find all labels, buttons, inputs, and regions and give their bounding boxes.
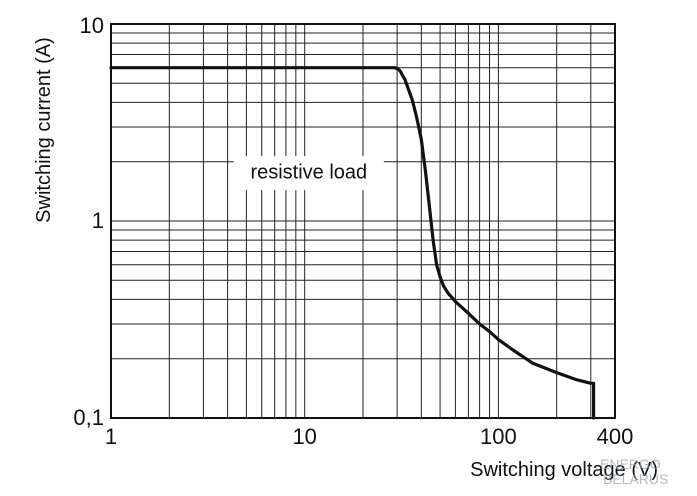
y-tick-label: 0,1	[73, 405, 104, 430]
x-tick-label: 400	[597, 424, 634, 449]
annotation-group: resistive load	[233, 156, 384, 191]
x-axis-label: Switching voltage (V)	[470, 459, 658, 481]
watermark-line1: ENERGO	[600, 456, 661, 472]
grid	[111, 24, 615, 418]
x-tick-label: 1	[105, 424, 117, 449]
series-group	[109, 66, 596, 420]
series-line-0	[109, 66, 596, 420]
y-tick-label: 10	[80, 13, 104, 38]
x-tick-label: 10	[292, 424, 316, 449]
watermark-line2: BELARUS	[603, 471, 668, 487]
y-tick-label: 1	[92, 208, 104, 233]
x-tick-label: 100	[480, 424, 517, 449]
plot-frame	[110, 23, 616, 419]
watermark: ENERGO BELARUS	[600, 456, 668, 487]
annotation-resistive-load: resistive load	[250, 161, 367, 183]
annotation-background	[233, 156, 384, 191]
y-axis-label: Switching current (A)	[33, 37, 55, 223]
